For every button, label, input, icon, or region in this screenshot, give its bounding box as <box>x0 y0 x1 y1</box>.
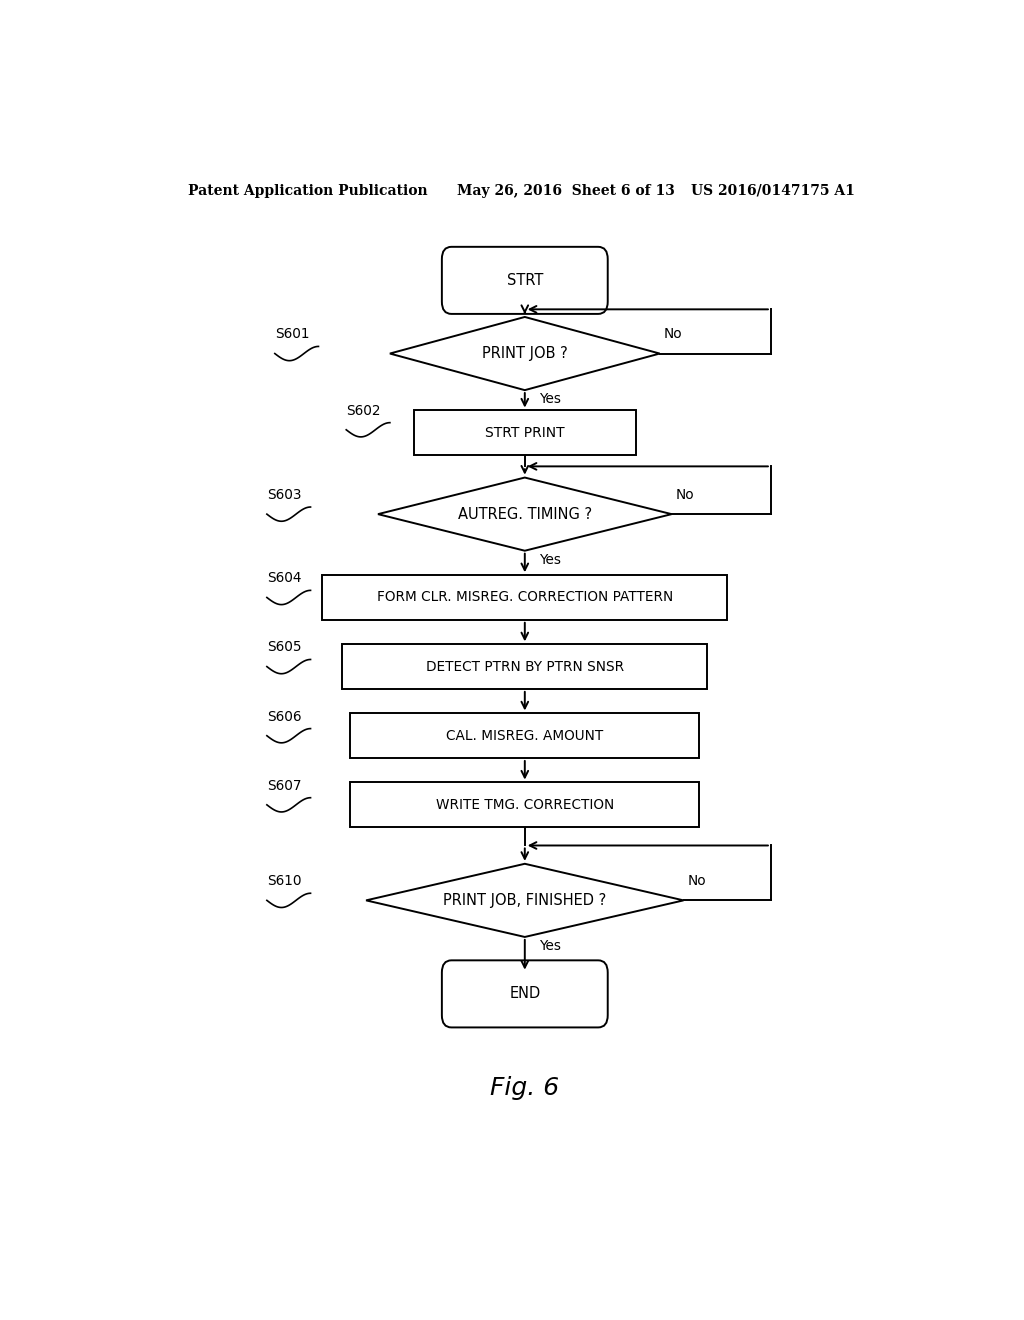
Text: S601: S601 <box>274 327 309 342</box>
Text: Yes: Yes <box>539 392 561 407</box>
Text: PRINT JOB, FINISHED ?: PRINT JOB, FINISHED ? <box>443 892 606 908</box>
Text: No: No <box>664 327 682 342</box>
Text: US 2016/0147175 A1: US 2016/0147175 A1 <box>691 183 855 198</box>
Text: WRITE TMG. CORRECTION: WRITE TMG. CORRECTION <box>435 797 614 812</box>
Text: S607: S607 <box>267 779 301 792</box>
Text: No: No <box>687 874 707 888</box>
Text: FORM CLR. MISREG. CORRECTION PATTERN: FORM CLR. MISREG. CORRECTION PATTERN <box>377 590 673 605</box>
Text: CAL. MISREG. AMOUNT: CAL. MISREG. AMOUNT <box>446 729 603 743</box>
Text: S606: S606 <box>267 710 301 723</box>
Polygon shape <box>390 317 659 391</box>
Text: STRT: STRT <box>507 273 543 288</box>
Text: Patent Application Publication: Patent Application Publication <box>187 183 427 198</box>
Polygon shape <box>378 478 672 550</box>
Text: STRT PRINT: STRT PRINT <box>485 426 564 440</box>
Text: S605: S605 <box>267 640 301 655</box>
FancyBboxPatch shape <box>442 247 607 314</box>
Text: Yes: Yes <box>539 939 561 953</box>
Text: END: END <box>509 986 541 1002</box>
FancyBboxPatch shape <box>442 961 607 1027</box>
Text: AUTREG. TIMING ?: AUTREG. TIMING ? <box>458 507 592 521</box>
Bar <box>323 576 727 620</box>
Text: Fig. 6: Fig. 6 <box>490 1076 559 1101</box>
Text: Yes: Yes <box>539 553 561 566</box>
Text: S610: S610 <box>267 874 301 888</box>
Text: DETECT PTRN BY PTRN SNSR: DETECT PTRN BY PTRN SNSR <box>426 660 624 673</box>
Text: S604: S604 <box>267 572 301 585</box>
Bar <box>342 644 708 689</box>
Text: S603: S603 <box>267 488 301 502</box>
Polygon shape <box>367 863 684 937</box>
Bar <box>350 713 699 758</box>
Bar <box>350 783 699 828</box>
Bar <box>414 411 636 455</box>
Text: S602: S602 <box>346 404 381 417</box>
Text: PRINT JOB ?: PRINT JOB ? <box>482 346 567 362</box>
Text: No: No <box>676 488 694 502</box>
Text: May 26, 2016  Sheet 6 of 13: May 26, 2016 Sheet 6 of 13 <box>458 183 675 198</box>
